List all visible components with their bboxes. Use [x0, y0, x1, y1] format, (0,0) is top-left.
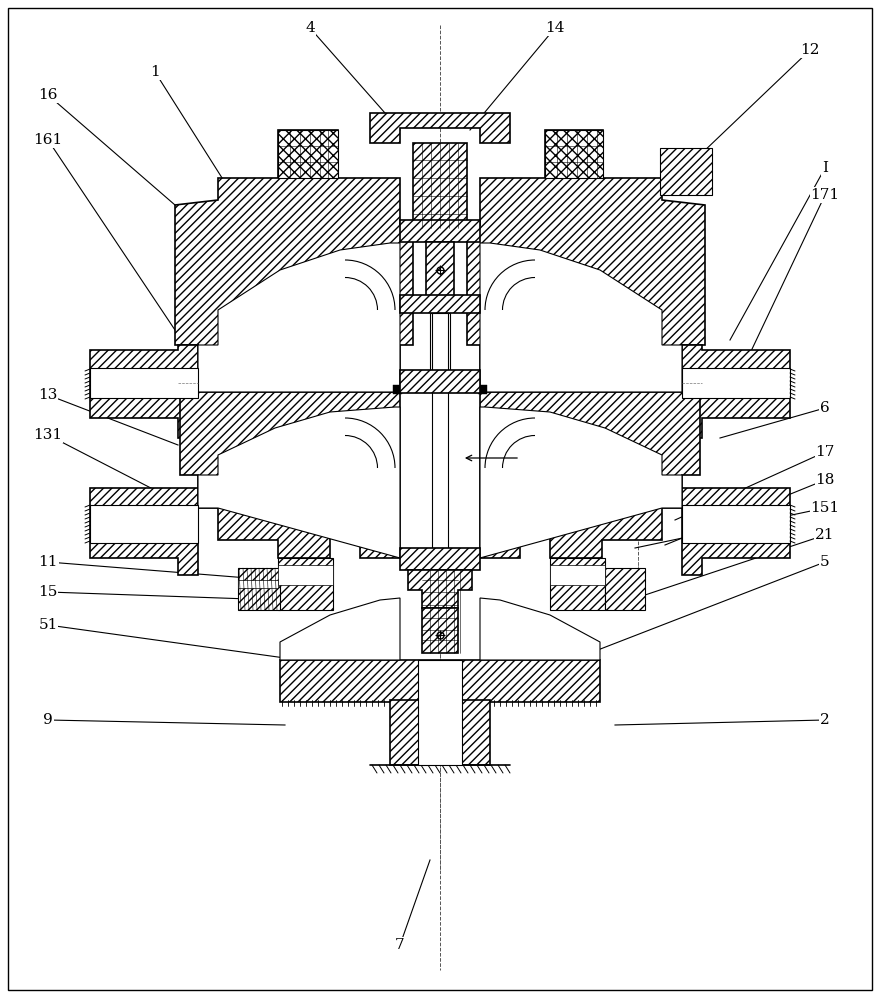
Bar — [278, 130, 338, 178]
Polygon shape — [198, 407, 400, 558]
Bar — [238, 580, 278, 588]
Polygon shape — [467, 130, 705, 392]
Text: 5: 5 — [820, 555, 830, 569]
Bar — [278, 565, 333, 585]
Bar — [418, 660, 462, 765]
Bar — [400, 370, 480, 393]
Polygon shape — [198, 243, 400, 392]
Bar — [605, 568, 645, 610]
Bar — [238, 568, 280, 610]
Polygon shape — [180, 392, 400, 558]
Bar — [400, 295, 480, 313]
Bar — [660, 148, 712, 195]
Bar — [550, 558, 605, 610]
Text: 17: 17 — [815, 445, 835, 459]
Polygon shape — [480, 392, 700, 558]
Text: 18: 18 — [815, 473, 835, 487]
Text: 131: 131 — [33, 428, 62, 442]
Text: 21: 21 — [815, 528, 835, 542]
Polygon shape — [90, 488, 198, 575]
Text: 15: 15 — [39, 585, 58, 599]
Bar — [426, 242, 454, 302]
Text: 161: 161 — [33, 133, 62, 147]
Text: I: I — [822, 161, 828, 175]
Bar — [400, 220, 480, 242]
Bar — [422, 608, 458, 653]
Bar — [478, 385, 487, 394]
Text: 4: 4 — [305, 21, 315, 35]
Bar — [682, 368, 790, 398]
Bar — [413, 143, 467, 228]
Bar — [682, 505, 790, 543]
Text: 13: 13 — [39, 388, 58, 402]
Text: 1: 1 — [150, 65, 160, 79]
Bar — [432, 313, 448, 558]
Polygon shape — [408, 570, 472, 608]
Bar — [90, 368, 198, 398]
Polygon shape — [682, 345, 790, 438]
Polygon shape — [480, 407, 682, 558]
Text: 12: 12 — [800, 43, 820, 57]
Bar — [390, 700, 490, 765]
Text: 7: 7 — [395, 938, 405, 952]
Bar — [550, 565, 605, 585]
Bar — [90, 505, 198, 543]
Polygon shape — [90, 345, 198, 438]
Text: 16: 16 — [38, 88, 58, 102]
Bar — [545, 130, 603, 178]
Bar — [393, 385, 402, 394]
Text: 6: 6 — [820, 401, 830, 415]
Bar — [430, 313, 450, 373]
Text: 14: 14 — [546, 21, 565, 35]
Bar — [280, 660, 600, 702]
Text: 9: 9 — [43, 713, 53, 727]
Bar — [400, 548, 480, 570]
Text: 51: 51 — [39, 618, 58, 632]
Polygon shape — [682, 488, 790, 575]
Text: 11: 11 — [38, 555, 58, 569]
Polygon shape — [480, 243, 682, 392]
Polygon shape — [370, 113, 510, 143]
Polygon shape — [175, 130, 413, 392]
Polygon shape — [280, 598, 400, 660]
Text: 2: 2 — [820, 713, 830, 727]
Bar — [278, 558, 333, 610]
Polygon shape — [480, 598, 600, 660]
Text: 151: 151 — [810, 501, 840, 515]
Text: 171: 171 — [810, 188, 840, 202]
